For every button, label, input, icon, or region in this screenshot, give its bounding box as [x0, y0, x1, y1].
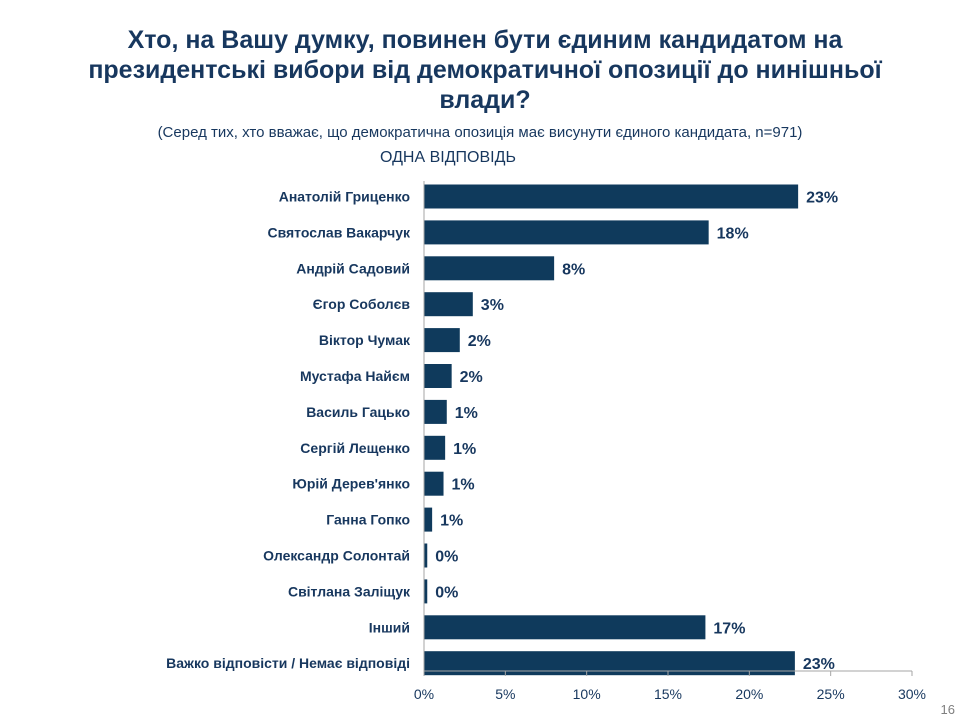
bar: [424, 543, 428, 568]
value-label: 2%: [460, 369, 483, 386]
answer-type-note: ОДНА ВІДПОВІДЬ: [380, 149, 516, 166]
bar: [424, 615, 706, 640]
category-label: Святослав Вакарчук: [267, 224, 411, 240]
category-label: Ганна Гопко: [326, 512, 410, 528]
bar: [424, 328, 460, 353]
value-label: 3%: [481, 297, 504, 314]
bar: [424, 507, 433, 532]
value-label: 1%: [452, 477, 475, 494]
category-label: Інший: [369, 619, 410, 635]
bar: [424, 184, 799, 209]
x-tick-label: 5%: [495, 686, 515, 702]
value-label: 0%: [435, 549, 458, 566]
category-label: Анатолій Гриценко: [279, 189, 410, 205]
value-label: 1%: [440, 513, 463, 530]
bar: [424, 292, 473, 317]
category-label: Юрій Дерев'янко: [292, 476, 410, 492]
bar: [424, 399, 447, 424]
bar: [424, 256, 555, 281]
x-tick-label: 30%: [898, 686, 926, 702]
value-label: 17%: [713, 620, 745, 637]
chart-subtitle: (Серед тих, хто вважає, що демократична …: [157, 124, 803, 141]
x-tick-label: 10%: [573, 686, 601, 702]
bar: [424, 471, 444, 496]
value-label: 1%: [455, 405, 478, 422]
bar: [424, 220, 709, 245]
x-tick-label: 0%: [414, 686, 434, 702]
bar: [424, 435, 446, 460]
category-label: Світлана Заліщук: [288, 583, 411, 599]
category-label: Важко відповісти / Немає відповіді: [166, 655, 410, 671]
category-label: Єгор Соболєв: [313, 296, 411, 312]
value-label: 1%: [453, 441, 476, 458]
bar: [424, 579, 428, 604]
category-label: Василь Гацько: [306, 404, 410, 420]
page-number: 16: [940, 702, 955, 717]
category-label: Мустафа Найєм: [300, 368, 410, 384]
value-label: 23%: [806, 190, 838, 207]
value-label: 8%: [562, 261, 585, 278]
category-label: Олександр Солонтай: [263, 548, 410, 564]
category-label: Андрій Садовий: [296, 260, 410, 276]
bar: [424, 364, 452, 388]
bar: [424, 651, 795, 676]
x-tick-label: 15%: [654, 686, 682, 702]
x-tick-label: 25%: [817, 686, 845, 702]
value-label: 23%: [803, 656, 835, 673]
category-label: Віктор Чумак: [319, 332, 411, 348]
value-label: 18%: [717, 225, 749, 242]
category-label: Сергій Лещенко: [300, 440, 410, 456]
chart-title: Хто, на Вашу думку, повинен бути єдиним …: [88, 26, 882, 114]
x-tick-label: 20%: [735, 686, 763, 702]
value-label: 2%: [468, 333, 491, 350]
value-label: 0%: [435, 584, 458, 601]
